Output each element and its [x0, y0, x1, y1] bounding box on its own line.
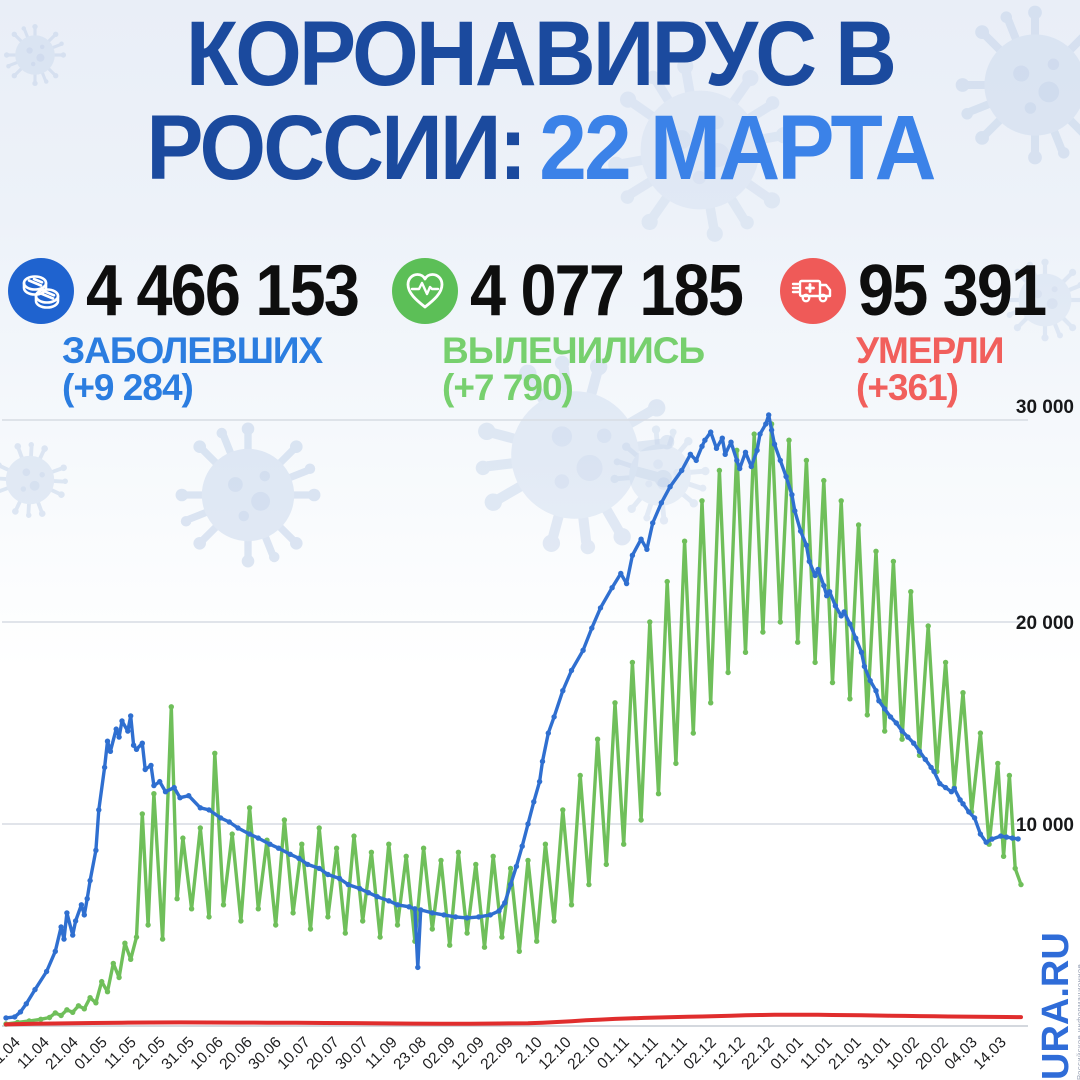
ambulance-icon [780, 258, 846, 324]
stat-recovered-top: 4 077 185 [392, 251, 772, 331]
series-заболевшие [3, 412, 1021, 1021]
stat-infected: 4 466 153 ЗАБОЛЕВШИХ (+9 284) [8, 251, 388, 408]
page-title-line2: РОССИИ: 22 МАРТА [38, 101, 1042, 196]
x-axis-labels: 01.0411.0421.0401.0511.0521.0531.0510.06… [0, 1034, 1010, 1074]
x-axis-label: 10.06 [187, 1034, 226, 1073]
x-axis-label: 30.07 [332, 1034, 371, 1073]
x-axis-label: 20.06 [216, 1034, 255, 1073]
stat-recovered-delta: (+7 790) [442, 367, 574, 408]
stat-deaths-delta: (+361) [856, 367, 959, 408]
stat-infected-delta: (+9 284) [62, 367, 194, 408]
stat-recovered: 4 077 185 ВЫЛЕЧИЛИСЬ (+7 790) [392, 251, 772, 408]
watermark-ura-ru: URA.RU Российское информационное агентст… [1035, 932, 1080, 1080]
y-axis-label: 30 000 [1016, 397, 1074, 418]
stat-recovered-value: 4 077 185 [470, 251, 744, 331]
stat-deaths-top: 95 391 [780, 251, 1066, 331]
x-axis-label: 14.03 [970, 1034, 1009, 1073]
x-axis-label: 12.09 [448, 1034, 487, 1073]
page-title-date: 22 МАРТА [539, 96, 936, 199]
stat-infected-value: 4 466 153 [86, 251, 360, 331]
x-axis-label: 01.01 [767, 1034, 806, 1073]
x-axis-label: 20.02 [912, 1034, 951, 1073]
x-axis-label: 22.12 [738, 1034, 777, 1073]
stat-deaths-label: УМЕРЛИ [856, 330, 1004, 371]
series-выздоровевшие [3, 421, 1024, 1027]
x-axis-label: 21.01 [825, 1034, 864, 1073]
stat-deaths: 95 391 УМЕРЛИ (+361) [780, 251, 1066, 408]
x-axis-label: 30.06 [245, 1034, 284, 1073]
x-axis-label: 31.01 [854, 1034, 893, 1073]
page-title-line1: КОРОНАВИРУС В [185, 3, 897, 105]
x-axis-label: 04.03 [941, 1034, 980, 1073]
x-axis-label: 21.05 [129, 1034, 168, 1073]
series-умершие [4, 1012, 1023, 1027]
x-axis-label: 31.05 [158, 1034, 197, 1073]
x-axis-label: 11.11 [624, 1034, 662, 1072]
x-axis-label: 20.07 [303, 1034, 342, 1073]
chart-gridlines [2, 419, 1028, 1027]
y-axis-label: 20 000 [1016, 613, 1074, 634]
x-axis-label: 01.11 [594, 1034, 633, 1073]
x-axis-label: 01.05 [71, 1034, 110, 1073]
x-axis-label: 02.12 [680, 1034, 719, 1073]
stat-infected-label: ЗАБОЛЕВШИХ [62, 330, 323, 371]
title-block: КОРОНАВИРУС В РОССИИ: 22 МАРТА [0, 3, 1080, 196]
x-axis-label: 10.02 [883, 1034, 922, 1073]
x-axis-label: 22.10 [564, 1034, 604, 1074]
stat-infected-top: 4 466 153 [8, 251, 388, 331]
page-title-line2-dark: РОССИИ: [146, 96, 527, 199]
x-axis-label: 10.07 [274, 1034, 313, 1073]
y-axis-label: 10 000 [1016, 815, 1074, 836]
x-axis-label: 23.08 [390, 1034, 429, 1073]
heart-pulse-icon [392, 258, 458, 324]
stats-row: 4 466 153 ЗАБОЛЕВШИХ (+9 284) 4 077 185 … [0, 251, 1080, 408]
x-axis-label: 12.12 [709, 1034, 748, 1073]
pills-icon [8, 258, 74, 324]
stat-recovered-label: ВЫЛЕЧИЛИСЬ [442, 330, 705, 371]
x-axis-label: 22.09 [477, 1034, 516, 1073]
watermark-text: URA.RU [1035, 932, 1077, 1080]
stat-deaths-value: 95 391 [858, 251, 1047, 331]
x-axis-label: 02.09 [419, 1034, 458, 1073]
